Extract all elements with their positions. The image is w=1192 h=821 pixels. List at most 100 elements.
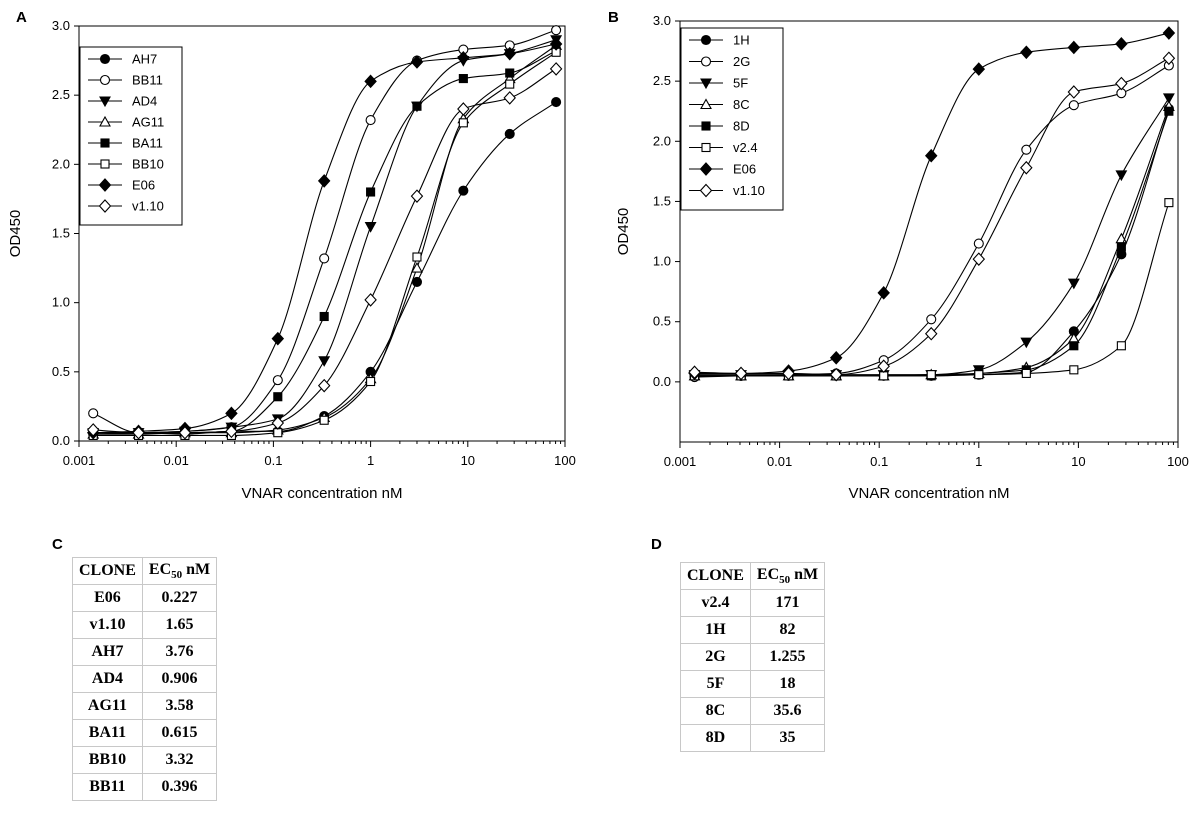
data-point: [1020, 45, 1033, 60]
legend-item-e06: E06: [689, 162, 756, 177]
data-point: [1162, 51, 1176, 66]
legend-marker: [701, 121, 711, 131]
legend-box: [680, 27, 784, 211]
data-point: [273, 392, 283, 402]
x-tick-label: 0.001: [664, 454, 697, 469]
data-point: [271, 416, 285, 430]
data-point: [879, 371, 889, 381]
legend-item-ad4: AD4: [88, 94, 157, 109]
data-point: [317, 378, 331, 393]
series-v1-10: [86, 62, 563, 440]
data-point: [364, 293, 377, 307]
y-tick-label: 0.0: [52, 433, 70, 448]
legend-label: 1H: [733, 33, 750, 48]
x-tick-label: 0.01: [164, 453, 189, 468]
data-point: [1069, 365, 1079, 375]
data-point: [829, 367, 843, 382]
legend-marker: [98, 178, 112, 192]
ec50-cell: 0.906: [141, 665, 218, 693]
data-point: [1116, 341, 1126, 351]
ec50-cell: 35: [749, 724, 826, 752]
data-point: [457, 102, 470, 116]
clone-cell: BA11: [72, 719, 143, 747]
ec50-cell: 171: [749, 589, 826, 617]
table-row: AD4 0.906: [72, 665, 218, 693]
data-point: [924, 148, 938, 163]
x-tick-label: 1: [367, 453, 374, 468]
clone-cell: BB11: [72, 773, 143, 801]
data-point: [1164, 106, 1174, 116]
y-tick-label: 1.5: [653, 193, 671, 208]
legend: AH7 BB11 AD4 AG11 BA11 BB10 E06 v1.10: [79, 46, 183, 226]
plot-frame: [679, 20, 1179, 443]
ec50-cell: 3.58: [141, 692, 218, 720]
ec50-cell: 3.32: [141, 746, 218, 774]
data-point: [1021, 144, 1032, 155]
x-axis-title: VNAR concentration nM: [849, 485, 1010, 502]
data-point: [1116, 242, 1126, 252]
data-point: [458, 74, 468, 84]
clone-cell: 2G: [680, 643, 751, 671]
data-point: [410, 189, 424, 203]
data-point: [1115, 37, 1128, 51]
legend-item-2g: 2G: [689, 54, 750, 69]
panel-letter-d: D: [651, 536, 662, 553]
x-tick-label: 1: [975, 454, 982, 469]
legend-marker: [100, 159, 110, 169]
table-row: 8D 35: [680, 724, 826, 752]
data-point: [549, 62, 563, 76]
data-point: [366, 187, 376, 197]
data-point: [1067, 40, 1081, 55]
ec50-cell: 35.6: [749, 697, 826, 725]
table-row: E06 0.227: [72, 584, 218, 612]
data-point: [688, 365, 701, 380]
clone-cell: E06: [72, 584, 143, 612]
ec50-cell: 1.255: [749, 643, 826, 671]
data-point: [877, 286, 890, 300]
legend-box: [79, 46, 183, 226]
table-row: BB11 0.396: [72, 773, 218, 801]
data-point: [319, 415, 329, 425]
panel-letter-b: B: [608, 9, 619, 26]
data-point: [132, 425, 145, 440]
data-point: [1164, 198, 1174, 208]
x-tick-label: 0.1: [264, 453, 282, 468]
data-point: [272, 375, 283, 386]
clone-cell: AG11: [72, 692, 143, 720]
y-tick-label: 0.0: [653, 374, 671, 389]
data-point: [1020, 337, 1033, 349]
data-point: [271, 331, 285, 346]
y-tick-label: 3.0: [52, 18, 70, 33]
ec50-cell: 3.76: [141, 638, 218, 666]
y-tick-label: 1.0: [52, 295, 70, 310]
data-point: [782, 366, 795, 381]
table-row: v1.10 1.65: [72, 611, 218, 639]
data-point: [1069, 341, 1079, 351]
header-clone: CLONE: [680, 562, 751, 590]
data-point: [1020, 160, 1033, 175]
legend-label: 5F: [733, 76, 748, 91]
legend-marker: [100, 138, 110, 148]
data-point: [411, 261, 423, 273]
legend-item-ag11: AG11: [88, 115, 164, 130]
y-tick-label: 0.5: [52, 364, 70, 379]
legend-marker: [699, 162, 713, 176]
ec50-table-c: CLONE EC50 nM E06 0.227 v1.10 1.65 AH7 3.76…: [72, 557, 218, 801]
legend-marker: [700, 78, 712, 90]
clone-cell: 8C: [680, 697, 751, 725]
legend-item-5f: 5F: [689, 76, 748, 91]
series-line: [694, 57, 1170, 376]
data-point: [1067, 85, 1081, 99]
legend-label: v1.10: [132, 199, 164, 214]
clone-cell: 8D: [680, 724, 751, 752]
y-axis-title: OD450: [615, 208, 632, 256]
data-point: [972, 62, 986, 76]
data-point: [504, 128, 515, 139]
ec50-cell: 82: [749, 616, 826, 644]
legend-label: BB11: [132, 73, 163, 88]
y-tick-label: 0.5: [653, 314, 671, 329]
x-axis-title: VNAR concentration nM: [242, 485, 403, 502]
header-ec50: EC50 nM: [749, 562, 826, 590]
ec50-cell: 1.65: [141, 611, 218, 639]
y-tick-label: 2.5: [653, 73, 671, 88]
